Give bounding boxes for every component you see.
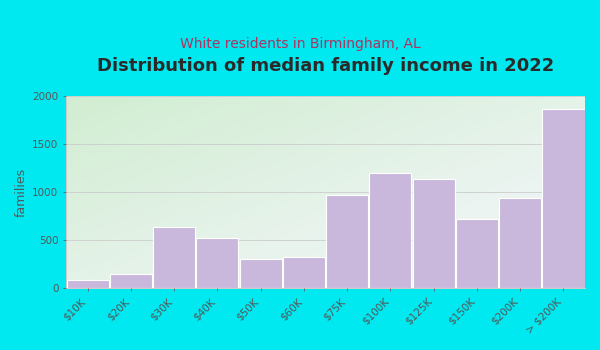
Bar	[542, 108, 600, 288]
Bar	[153, 228, 195, 288]
Bar	[110, 274, 152, 288]
Bar	[413, 179, 455, 288]
Bar	[326, 195, 368, 288]
Bar	[370, 174, 412, 288]
Title: Distribution of median family income in 2022: Distribution of median family income in …	[97, 57, 554, 75]
Bar	[499, 198, 541, 288]
Bar	[456, 219, 498, 288]
Bar	[283, 257, 325, 288]
Bar	[67, 280, 109, 288]
Text: White residents in Birmingham, AL: White residents in Birmingham, AL	[179, 37, 421, 51]
Bar	[196, 238, 238, 288]
Y-axis label: families: families	[15, 168, 28, 217]
Bar	[239, 259, 281, 288]
